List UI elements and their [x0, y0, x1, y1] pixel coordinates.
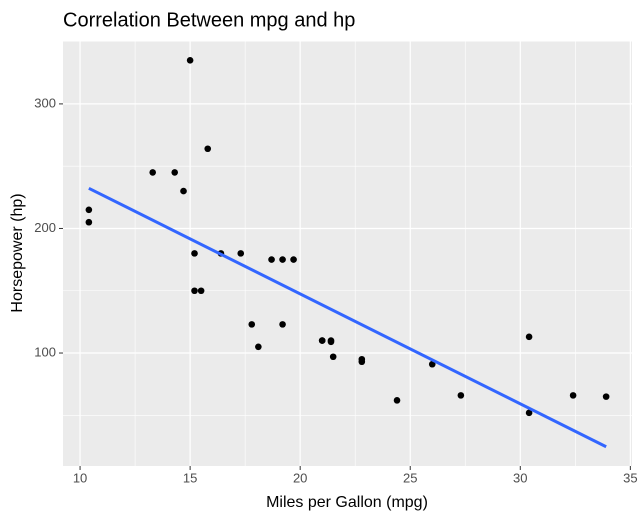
point	[525, 409, 533, 417]
point	[268, 256, 275, 263]
point	[358, 355, 366, 363]
point	[248, 321, 256, 328]
point	[191, 250, 198, 257]
point	[393, 397, 401, 404]
point	[428, 360, 436, 368]
plot-panel	[63, 41, 632, 466]
point	[204, 145, 212, 153]
point	[237, 250, 245, 257]
point	[525, 333, 533, 341]
point	[318, 337, 326, 344]
point	[171, 169, 179, 176]
point	[457, 392, 465, 399]
point	[290, 256, 297, 263]
point	[180, 187, 187, 195]
point	[85, 218, 93, 226]
point	[197, 287, 205, 295]
point	[602, 393, 610, 400]
point	[85, 206, 93, 214]
y-tick-label: 200	[34, 220, 56, 235]
y-tick-label: 300	[34, 95, 56, 110]
trend-line	[88, 186, 607, 449]
x-tick-label: 25	[403, 470, 417, 485]
point	[255, 343, 262, 351]
y-tick-label: 100	[34, 344, 56, 359]
point	[279, 321, 286, 328]
point	[279, 256, 286, 263]
point	[329, 353, 337, 361]
point	[186, 57, 194, 64]
x-tick-label: 15	[183, 470, 197, 485]
point	[191, 287, 198, 295]
point	[569, 392, 577, 399]
point	[327, 338, 335, 346]
x-tick-label: 10	[73, 470, 87, 485]
point	[149, 169, 156, 176]
x-tick-label: 30	[513, 470, 527, 485]
x-axis-title: Miles per Gallon (mpg)	[266, 494, 428, 511]
x-tick-label: 20	[293, 470, 307, 485]
chart-title: Correlation Between mpg and hp	[63, 9, 355, 31]
x-tick-label: 35	[623, 470, 637, 485]
y-axis-title: Horsepower (hp)	[9, 193, 26, 312]
